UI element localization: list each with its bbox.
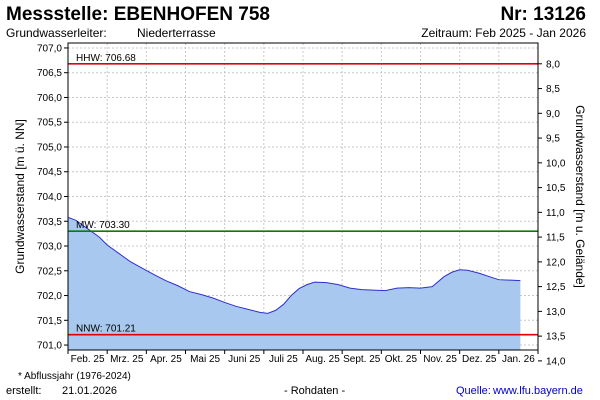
- created-date: 21.01.2026: [62, 385, 118, 397]
- y-right-tick-label: 8,5: [546, 84, 560, 95]
- y-left-tick-label: 706,0: [37, 93, 62, 104]
- y-left-tick-label: 704,5: [37, 167, 62, 178]
- x-tick-label: Juni 25: [228, 354, 261, 365]
- x-tick-label: Jan. 26: [502, 354, 535, 365]
- x-tick-label: Feb. 25: [71, 354, 105, 365]
- footnote: * Abflussjahr (1976-2024): [18, 371, 131, 382]
- y-left-tick-label: 703,0: [37, 242, 62, 253]
- created-label: erstellt:: [6, 385, 42, 397]
- station-title: Messstelle: EBENHOFEN 758: [6, 4, 270, 25]
- y-right-tick-label: 12,0: [546, 257, 566, 268]
- y-right-tick-label: 10,0: [546, 158, 566, 169]
- nnw-label: NNW: 701.21: [76, 324, 136, 335]
- source-link[interactable]: www.lfu.bayern.de: [493, 385, 583, 397]
- y-right-tick-label: 13,5: [546, 332, 566, 343]
- x-tick-label: Juli 25: [269, 354, 298, 365]
- source-label: Quelle:: [456, 385, 491, 397]
- x-tick-label: Okt. 25: [385, 354, 418, 365]
- data-status: - Rohdaten -: [284, 385, 346, 397]
- y-left-tick-label: 703,5: [37, 217, 62, 228]
- y-left-tick-label: 701,0: [37, 341, 62, 352]
- x-tick-label: Aug. 25: [305, 354, 340, 365]
- y-left-tick-label: 702,5: [37, 266, 62, 277]
- water-level-area: [68, 217, 521, 350]
- mw-label: MW: 703.30: [76, 220, 130, 231]
- y-right-tick-label: 10,5: [546, 183, 566, 194]
- y-right-tick-label: 9,0: [546, 109, 560, 120]
- x-tick-label: Nov. 25: [423, 354, 457, 365]
- x-tick-label: Dez. 25: [462, 354, 497, 365]
- y-left-tick-label: 707,0: [37, 43, 62, 54]
- y-left-tick-label: 705,0: [37, 142, 62, 153]
- y-left-tick-label: 706,5: [37, 68, 62, 79]
- water-level-line: [67, 216, 521, 314]
- y-right-tick-label: 11,5: [546, 233, 565, 244]
- y-right-tick-label: 13,0: [546, 307, 566, 318]
- y-right-tick-label: 14,0: [546, 356, 566, 367]
- y-left-axis-title: Grundwasserstand [m ü. NN]: [13, 119, 27, 274]
- x-tick-label: Sept. 25: [343, 354, 381, 365]
- y-left-tick-label: 704,0: [37, 192, 62, 203]
- y-right-tick-label: 12,5: [546, 282, 566, 293]
- x-tick-label: Mai 25: [190, 354, 220, 365]
- y-left-tick-label: 701,5: [37, 316, 62, 327]
- aquifer-value: Niederterrasse: [137, 26, 216, 40]
- y-right-tick-label: 9,5: [546, 134, 560, 145]
- station-number: Nr: 13126: [500, 4, 586, 25]
- y-right-axis-title: Grundwasserstand [m u. Gelände]: [573, 105, 587, 288]
- y-left-tick-label: 702,0: [37, 291, 62, 302]
- y-right-tick-label: 11,0: [546, 208, 565, 219]
- period-label: Zeitraum: Feb 2025 - Jan 2026: [421, 26, 586, 40]
- y-right-tick-label: 8,0: [546, 59, 560, 70]
- y-left-tick-label: 705,5: [37, 118, 62, 129]
- x-tick-label: Mrz. 25: [110, 354, 144, 365]
- aquifer-label: Grundwasserleiter:: [6, 26, 107, 40]
- hhw-label: HHW: 706.68: [76, 53, 136, 64]
- x-tick-label: Apr. 25: [150, 354, 182, 365]
